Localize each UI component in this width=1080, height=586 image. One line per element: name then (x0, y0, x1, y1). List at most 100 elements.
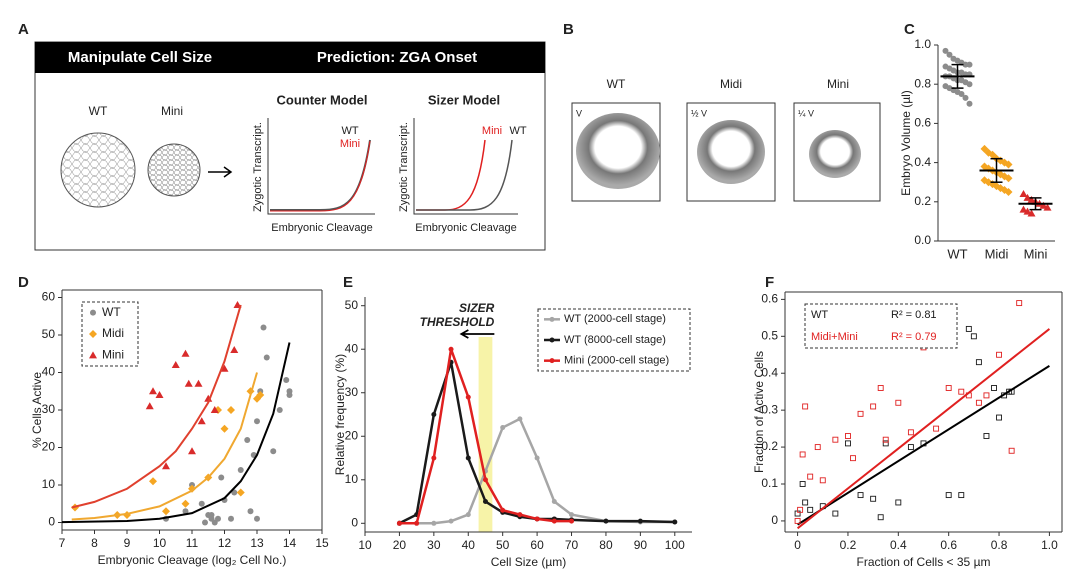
point (260, 324, 267, 331)
series-line (399, 417, 675, 525)
volume-label: ½ V (691, 108, 707, 118)
x-tick-label: 15 (315, 536, 329, 550)
y-tick-label: 40 (42, 365, 56, 379)
embryo-image (576, 113, 660, 189)
point (807, 506, 814, 513)
point (1004, 160, 1013, 169)
point (603, 518, 609, 524)
point (1039, 201, 1048, 209)
point (90, 309, 96, 316)
legend-label: Mini (102, 348, 124, 362)
y-tick-label: 0.6 (761, 292, 778, 306)
point (877, 385, 884, 391)
curve-label: Mini (340, 138, 360, 150)
point (228, 515, 234, 522)
x-tick-label: Midi (985, 246, 1009, 261)
y-tick-label: 0 (351, 515, 358, 529)
point (882, 436, 889, 443)
x-tick-label: 80 (599, 538, 613, 552)
legend-stat: R² = 0.79 (891, 331, 937, 343)
embryo-label: Mini (161, 104, 183, 118)
x-tick-label: 0.8 (991, 538, 1008, 552)
point (966, 61, 973, 68)
point (958, 91, 965, 97)
volume-label: V (576, 108, 582, 118)
point (517, 416, 523, 422)
y-axis-label: Fraction of Active Cells (752, 351, 766, 473)
y-tick-label: 0 (771, 513, 778, 527)
point (283, 377, 290, 383)
point (794, 517, 801, 524)
y-tick-label: 0.2 (914, 194, 931, 208)
x-tick-label: 9 (124, 536, 131, 550)
volume-label: ¼ V (798, 108, 814, 118)
point (181, 499, 190, 508)
y-tick-label: 20 (345, 428, 359, 442)
point (637, 518, 643, 524)
axis-label: Zygotic Transcript. (252, 122, 264, 212)
point (181, 349, 190, 357)
point (194, 379, 203, 387)
point (882, 440, 889, 447)
legend-label: Midi+Mini (811, 331, 858, 343)
point (975, 399, 982, 406)
point (946, 51, 953, 58)
point (1027, 209, 1036, 217)
point (254, 515, 260, 522)
point (256, 391, 265, 399)
point (276, 407, 283, 413)
x-tick-label: 1.0 (1041, 538, 1058, 552)
y-tick-label: 30 (345, 385, 359, 399)
y-tick-label: 50 (42, 327, 56, 341)
embryo-image (697, 120, 765, 184)
point (802, 403, 809, 410)
x-tick-label: 30 (427, 538, 441, 552)
x-tick-label: 50 (496, 538, 510, 552)
point (1023, 193, 1032, 201)
embryo-label: WT (89, 104, 108, 118)
point (857, 410, 864, 417)
point (171, 361, 180, 368)
x-tick-label: Mini (1024, 246, 1048, 261)
panel-label: F (765, 274, 774, 291)
point (231, 489, 238, 496)
point (465, 512, 471, 518)
point (1023, 207, 1032, 215)
point (907, 429, 914, 436)
panel-a: Manipulate Cell Size Prediction: ZGA Ons… (34, 41, 546, 251)
y-tick-label: 0.0 (914, 233, 931, 247)
legend-swatch (549, 358, 555, 364)
point (482, 477, 488, 483)
image-label: Mini (827, 77, 849, 91)
point (534, 455, 540, 461)
fit-line (71, 304, 242, 509)
point (958, 492, 965, 499)
x-tick-label: 0.6 (940, 538, 957, 552)
point (182, 508, 189, 515)
point (807, 473, 814, 480)
panel-label: A (18, 21, 29, 38)
point (870, 495, 877, 502)
panel-label: D (18, 274, 29, 291)
embryo-wt (60, 132, 136, 208)
point (431, 455, 437, 461)
point (877, 514, 884, 521)
point (149, 477, 157, 486)
panel-b: WT Midi Mini V ½ V ¼ V (571, 77, 881, 202)
curve (270, 139, 371, 211)
y-tick-label: 0.5 (761, 328, 778, 342)
x-tick-label: 10 (358, 538, 372, 552)
y-tick-label: 0.2 (761, 439, 778, 453)
fit-line (796, 328, 1051, 530)
point (448, 518, 454, 524)
point (966, 100, 973, 107)
legend-label: WT (8000-cell stage) (564, 334, 666, 346)
point (197, 417, 206, 425)
curve (416, 139, 513, 211)
point (202, 519, 208, 526)
x-tick-label: 20 (393, 538, 407, 552)
header-text: Prediction: ZGA Onset (317, 49, 477, 66)
x-tick-label: 0.2 (840, 538, 857, 552)
header-text: Manipulate Cell Size (68, 49, 212, 66)
